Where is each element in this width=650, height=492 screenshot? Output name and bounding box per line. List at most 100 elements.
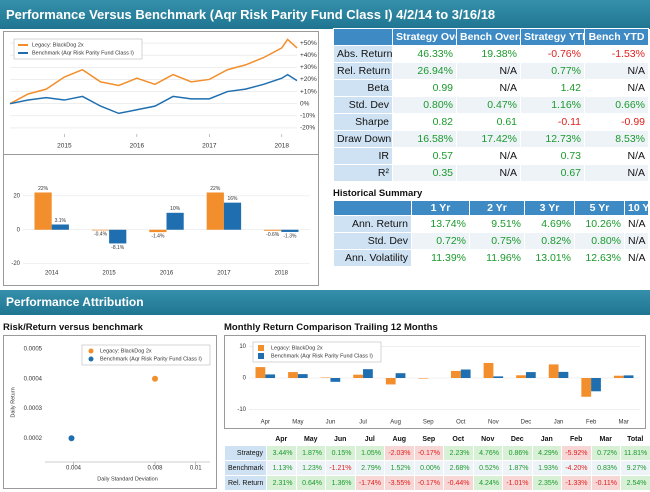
chart: 20 0 -20 2014 2015 2016 2017 2018 22% -0.4% -1.4% 2… [11, 186, 310, 277]
table-cell: 4.69% [524, 215, 575, 233]
y-tick-label: 0.0002 [24, 436, 43, 442]
bar [623, 375, 634, 378]
x-tick-label: Dec [521, 420, 532, 426]
column-header: Strategy YTD [520, 28, 585, 46]
table-cell: 1.87% [502, 460, 533, 476]
y-tick-label: -10 [237, 407, 246, 413]
bar [288, 372, 298, 378]
table-cell: 0.15% [325, 445, 356, 461]
table-cell: N/A [624, 215, 649, 233]
row-label: Draw Down [333, 130, 393, 148]
table-row: Rel. Return 26.94% N/A 0.77% N/A [333, 62, 649, 80]
table-cell: 0.67 [520, 164, 585, 182]
table-row: Abs. Return 46.33% 19.38% -0.76% -1.53% [333, 45, 649, 63]
bar [109, 229, 127, 244]
row-label: Std. Dev [333, 232, 412, 250]
column-header: Sep [413, 432, 444, 446]
column-header: Bench Overall [456, 28, 521, 46]
table-cell: N/A [456, 62, 521, 80]
x-tick-label: May [292, 420, 303, 426]
bar [451, 370, 461, 378]
x-tick-label: 2018 [275, 271, 289, 277]
column-header: 2 Yr [469, 200, 525, 216]
table-cell: 13.01% [524, 249, 575, 267]
table-row: R² 0.35 N/A 0.67 N/A [333, 164, 649, 182]
row-label: IR [333, 147, 393, 165]
column-header: May [295, 432, 326, 446]
column-header: Bench YTD [584, 28, 649, 46]
x-tick-label: Aug [390, 420, 401, 426]
table-cell: 1.05% [354, 445, 385, 461]
table-cell: -0.76% [520, 45, 585, 63]
legend-label: Legacy: BlackDog 2x [32, 42, 84, 48]
table-cell: 9.51% [469, 215, 525, 233]
table-cell: 10.26% [574, 215, 625, 233]
table-cell: 0.72% [411, 232, 470, 250]
y-axis-title: Daily Return [10, 387, 16, 417]
bar [206, 192, 224, 230]
table-cell: N/A [584, 147, 649, 165]
table-cell: -1.21% [325, 460, 356, 476]
x-tick-label: Feb [586, 420, 597, 426]
chart: +50% +40% +30% +20% +10% 0% -10% -20% 2015 2016 20… [9, 38, 317, 150]
table-cell: 0.82% [524, 232, 575, 250]
bar [330, 378, 341, 382]
value-label: -1.3% [283, 233, 297, 239]
table-cell: 0.66% [584, 96, 649, 114]
monthly-panel [224, 335, 646, 429]
table-row: Strategy 3.44% 1.87% 0.15% 1.05% -2.03% -0.17%… [224, 445, 650, 461]
chart: 10 0 -10 Apr May Jun Jul Aug Sep Oct Nov Dec Jan Feb M… [237, 341, 640, 426]
table-cell: 0.64% [295, 475, 326, 491]
x-tick-label: 2015 [102, 271, 116, 277]
column-header: Aug [384, 432, 415, 446]
legend-swatch [258, 353, 264, 359]
table-cell: 1.13% [266, 460, 297, 476]
table-cell: 1.42 [520, 79, 585, 97]
column-header: Strategy Overall [392, 28, 457, 46]
table-cell: 0.80% [574, 232, 625, 250]
bar [166, 212, 184, 230]
table-cell: -1.74% [354, 475, 385, 491]
y-tick-label: -10% [300, 113, 315, 120]
table-cell: 4.29% [531, 445, 562, 461]
legend-box [13, 38, 143, 60]
table-row: Ann. Volatility 11.39% 11.96% 13.01% 12.63% N… [333, 249, 649, 267]
table-cell: 0.47% [456, 96, 521, 114]
legend-label: Legacy: BlackDog 2x [271, 345, 323, 351]
value-label: 22% [38, 186, 49, 192]
table-cell: -0.11% [590, 475, 621, 491]
chart-panel [3, 31, 319, 286]
table-cell: -0.99 [584, 113, 649, 131]
value-label: 10% [170, 206, 181, 212]
bar [353, 374, 364, 378]
x-tick-label: 2016 [160, 271, 174, 277]
table-cell: 19.38% [456, 45, 521, 63]
row-label: Ann. Return [333, 215, 412, 233]
scatter-panel [3, 335, 217, 489]
x-tick-label: 0.008 [147, 466, 163, 472]
legend-label: Benchmark (Aqr Risk Parity Fund Class I) [100, 356, 202, 362]
table-cell: -1.53% [584, 45, 649, 63]
table-cell: 1.52% [384, 460, 415, 476]
table-row: Sharpe 0.82 0.61 -0.11 -0.99 [333, 113, 649, 131]
table-cell: 8.53% [584, 130, 649, 148]
x-tick-label: 0.01 [190, 466, 202, 472]
x-tick-label: Oct [456, 420, 466, 426]
y-tick-label: +20% [300, 76, 317, 83]
x-tick-label: 2014 [45, 271, 59, 277]
bar [516, 375, 526, 378]
x-tick-label: Apr [261, 420, 270, 426]
table-cell: 0.72% [590, 445, 621, 461]
table-cell: 1.23% [295, 460, 326, 476]
table-cell: 0.52% [472, 460, 503, 476]
y-tick-label: -20 [11, 261, 20, 267]
table-cell: -3.55% [384, 475, 415, 491]
corner-cell [333, 200, 412, 216]
table-cell: 4.76% [472, 445, 503, 461]
y-tick-label: +50% [300, 40, 317, 47]
table-cell: N/A [624, 232, 649, 250]
table-cell: -2.03% [384, 445, 415, 461]
table-cell: N/A [584, 62, 649, 80]
